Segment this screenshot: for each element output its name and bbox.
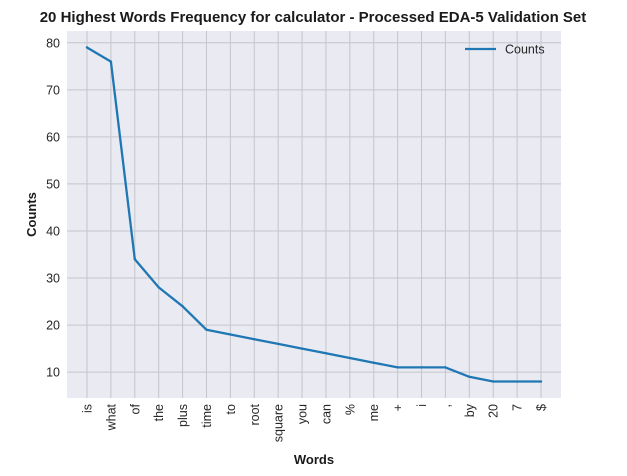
x-tick-label: by (463, 403, 477, 417)
x-tick-label: can (319, 404, 333, 424)
data-point (181, 305, 184, 308)
data-point (205, 328, 208, 331)
data-point (420, 366, 423, 369)
data-point (396, 366, 399, 369)
data-point (85, 46, 89, 49)
y-tick-label: 80 (46, 36, 60, 50)
plot-area (67, 31, 561, 398)
y-tick-label: 70 (46, 83, 60, 97)
x-tick-label: 20 (487, 404, 501, 418)
y-tick-label: 20 (46, 319, 60, 333)
series-layer (85, 46, 543, 383)
x-tick-label: i (415, 404, 429, 407)
data-point (492, 380, 495, 383)
data-point (539, 380, 543, 383)
y-tick-label: 50 (46, 177, 60, 191)
data-point (276, 342, 280, 346)
data-point (253, 337, 256, 341)
data-point (300, 347, 304, 350)
x-tick-label: + (391, 404, 405, 411)
x-tick-label: of (128, 403, 142, 414)
data-point (229, 333, 232, 336)
x-tick-label: the (152, 404, 166, 421)
data-point (109, 60, 113, 63)
y-axis-label: Counts (24, 192, 39, 237)
y-tick-label: 30 (46, 272, 60, 286)
legend: Counts (465, 43, 545, 57)
data-point (468, 375, 471, 379)
chart-title: 20 Highest Words Frequency for calculato… (40, 9, 587, 26)
y-tick-label: 10 (46, 366, 60, 380)
x-tick-label: to (224, 404, 238, 414)
x-tick-label: what (104, 403, 118, 431)
x-axis-label: Words (294, 452, 334, 467)
data-point (515, 380, 519, 383)
x-tick-label: you (296, 404, 310, 424)
data-point (133, 257, 136, 261)
x-tick-label: 7 (511, 404, 525, 411)
x-tick-label: square (272, 404, 286, 442)
data-point (348, 356, 352, 360)
x-tick-label: % (343, 404, 357, 415)
legend-label: Counts (505, 43, 545, 57)
data-point (157, 286, 160, 289)
x-tick-label: is (81, 404, 95, 413)
data-point (372, 361, 375, 364)
grid-lines (67, 31, 561, 398)
data-point (444, 366, 447, 369)
x-tick-label: me (367, 404, 381, 421)
x-tick-label: time (200, 404, 214, 428)
x-tick-label: root (248, 403, 262, 425)
y-tick-label: 60 (46, 130, 60, 144)
x-tick-labels: is what of the plus time to root square you can% me… (81, 403, 549, 442)
series-line-counts (85, 46, 543, 383)
x-tick-label: $ (535, 404, 549, 411)
y-tick-label: 40 (46, 224, 60, 238)
x-tick-label: , (439, 404, 453, 407)
data-point (324, 352, 328, 355)
y-tick-labels: 10 20 30 40 50 60 70 80 (46, 36, 60, 379)
x-tick-label: plus (176, 404, 190, 427)
